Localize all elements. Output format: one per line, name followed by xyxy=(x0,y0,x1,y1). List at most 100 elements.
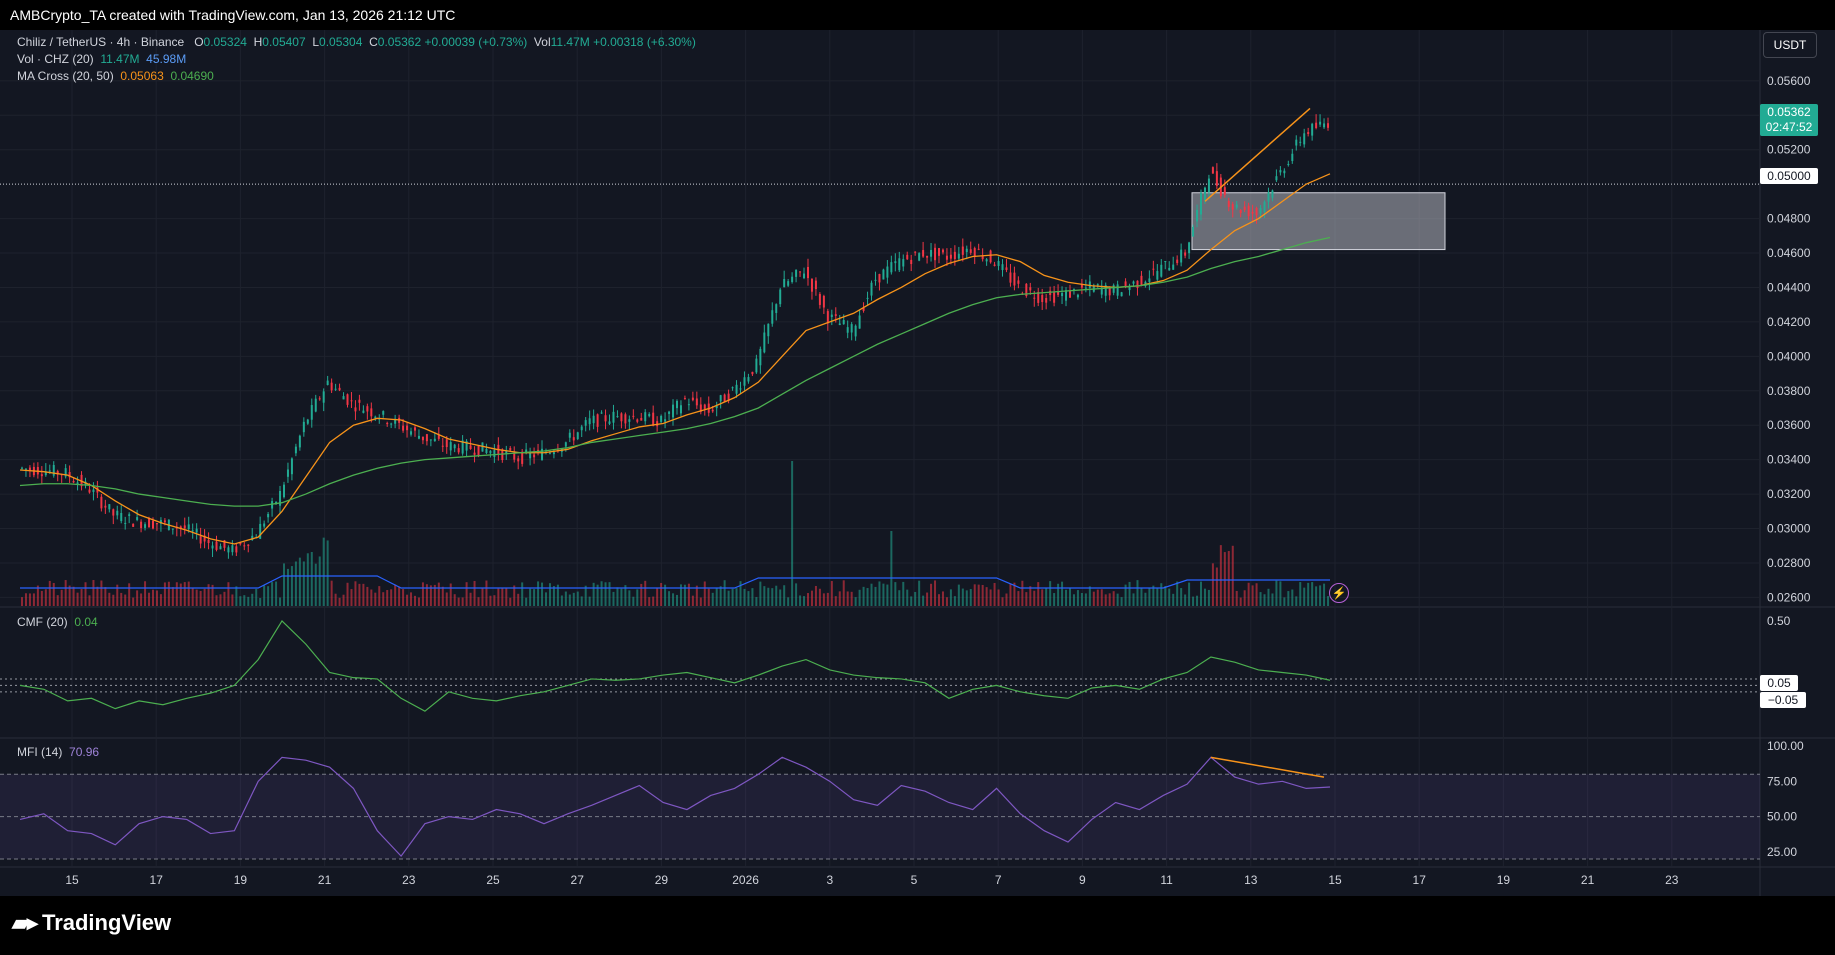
volume-bar xyxy=(1057,583,1060,606)
volume-bar xyxy=(961,588,964,606)
volume-bar xyxy=(485,580,488,606)
currency-button[interactable]: USDT xyxy=(1763,32,1817,58)
candle-body xyxy=(735,384,738,394)
volume-bar xyxy=(1168,588,1171,606)
candle-body xyxy=(183,525,186,529)
volume-bar xyxy=(1120,597,1123,606)
candle-body xyxy=(1184,252,1187,256)
volume-bar xyxy=(104,587,107,606)
symbol-name[interactable]: Chiliz / TetherUS · 4h · Binance xyxy=(17,35,185,49)
volume-bar xyxy=(1025,592,1028,606)
mfi-indicator-name[interactable]: MFI (14) xyxy=(17,745,63,759)
volume-bar xyxy=(1148,588,1151,606)
volume-bar xyxy=(822,593,825,606)
volume-bar xyxy=(767,587,770,606)
volume-bar xyxy=(1323,583,1326,606)
volume-bar xyxy=(1164,586,1167,606)
candle-body xyxy=(604,415,607,422)
volume-bar xyxy=(1053,593,1056,606)
cmf-indicator-name[interactable]: CMF (20) xyxy=(17,615,68,629)
volume-bar xyxy=(906,589,909,606)
candle-body xyxy=(862,307,865,311)
candle-body xyxy=(132,523,135,527)
volume-bar xyxy=(306,553,309,606)
volume-bar xyxy=(346,582,349,606)
candle-body xyxy=(267,513,270,518)
volume-bar xyxy=(1271,593,1274,606)
time-tick-label: 9 xyxy=(1079,873,1086,887)
volume-bar xyxy=(858,589,861,606)
candle-body xyxy=(541,448,544,460)
candle-body xyxy=(136,517,139,520)
volume-bar xyxy=(870,583,873,606)
mfi-tick-label: 50.00 xyxy=(1767,810,1797,824)
candle-body xyxy=(433,438,436,442)
volume-bar xyxy=(1001,597,1004,606)
candle-body xyxy=(453,444,456,449)
candle-body xyxy=(152,520,154,529)
candle-body xyxy=(116,510,119,516)
volume-bar xyxy=(1231,545,1234,606)
candle-body xyxy=(286,469,289,477)
volume-bar xyxy=(652,596,655,606)
candle-body xyxy=(938,248,940,256)
volume-bar xyxy=(648,597,651,606)
lightning-icon[interactable]: ⚡ xyxy=(1329,583,1349,603)
candle-body xyxy=(846,327,849,333)
candle-body xyxy=(1323,123,1326,128)
volume-bar xyxy=(24,593,27,606)
candle-body xyxy=(44,471,47,476)
cmf-lower-label: −0.05 xyxy=(1760,692,1806,708)
volume-bar xyxy=(489,595,492,606)
time-tick-label: 25 xyxy=(486,873,500,887)
volume-bar xyxy=(286,568,289,606)
price-tick-label: 0.05200 xyxy=(1767,143,1811,157)
candle-body xyxy=(1176,259,1179,264)
volume-bar xyxy=(1072,594,1075,606)
candle-body xyxy=(354,407,357,412)
candle-body xyxy=(830,314,833,318)
volume-bar xyxy=(1188,582,1191,606)
volume-indicator-name[interactable]: Vol · CHZ (20) xyxy=(17,52,94,66)
volume-bar xyxy=(894,582,897,606)
volume-bar xyxy=(1029,586,1032,606)
volume-bar xyxy=(564,591,567,606)
candle-body xyxy=(203,535,206,542)
volume-bar xyxy=(1291,589,1294,606)
candle-body xyxy=(834,314,837,316)
ma-indicator-name[interactable]: MA Cross (20, 50) xyxy=(17,69,114,83)
price-tick-label: 0.02600 xyxy=(1767,590,1811,604)
volume-bar xyxy=(116,584,119,606)
volume-bar xyxy=(1116,593,1119,606)
volume-bar xyxy=(207,584,210,606)
candle-body xyxy=(310,405,313,420)
volume-bar xyxy=(588,596,591,606)
candle-body xyxy=(414,427,416,431)
volume-bar xyxy=(231,594,234,606)
candle-body xyxy=(576,432,579,440)
candle-body xyxy=(235,546,238,553)
candle-body xyxy=(620,413,623,422)
volume-bar xyxy=(421,582,424,606)
volume-bar xyxy=(914,591,917,606)
volume-bar xyxy=(533,589,536,606)
volume-bar xyxy=(890,531,893,606)
volume-bar xyxy=(691,595,694,606)
cmf-line xyxy=(19,619,1331,712)
candle-body xyxy=(1327,123,1330,128)
tradingview-logo[interactable]: ▰▸ TradingView xyxy=(12,910,171,936)
last-price-value: 0.05362 xyxy=(1767,105,1811,119)
volume-bar xyxy=(96,586,99,606)
volume-bar xyxy=(572,592,575,606)
candle-body xyxy=(683,398,686,400)
volume-bar xyxy=(1219,545,1222,606)
volume-bar xyxy=(255,588,258,606)
volume-bar xyxy=(679,584,682,606)
candle-body xyxy=(850,324,853,333)
candle-body xyxy=(1084,287,1087,289)
candle-body xyxy=(676,400,678,409)
volume-bar xyxy=(211,584,214,606)
candle-body xyxy=(588,418,591,425)
candle-body xyxy=(719,395,722,402)
